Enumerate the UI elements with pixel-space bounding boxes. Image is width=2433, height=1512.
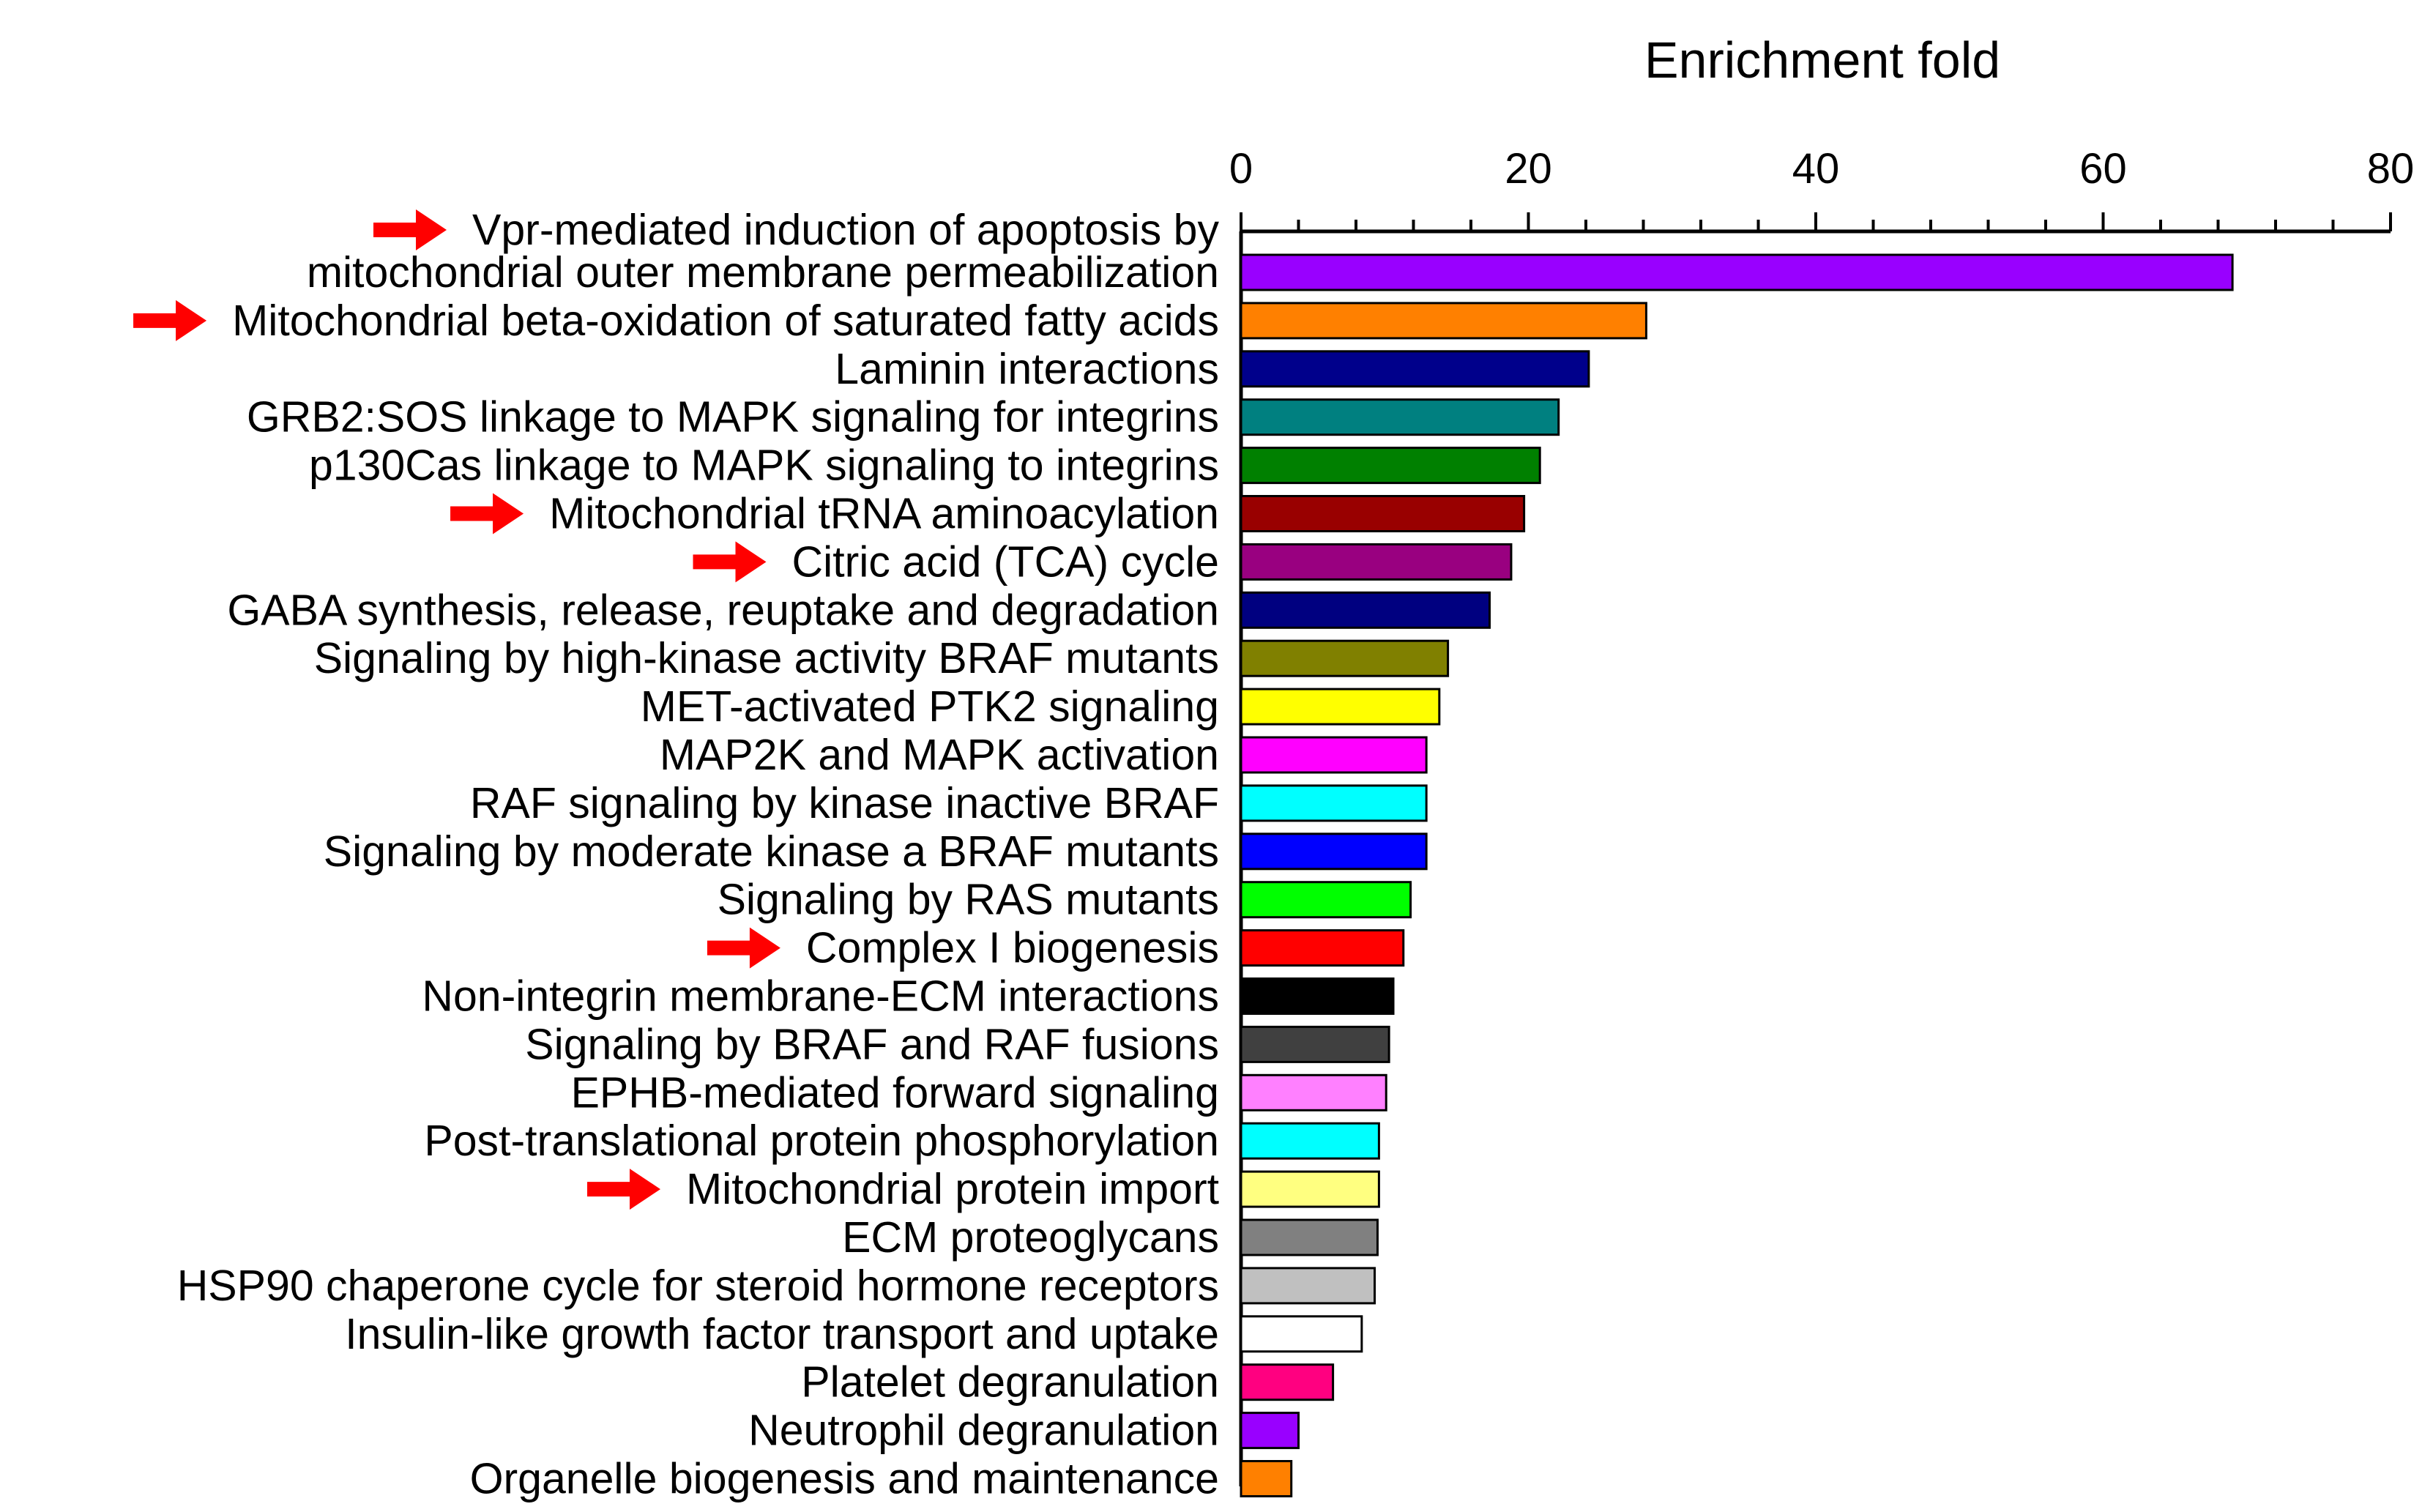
- category-label: GABA synthesis, release, reuptake and de…: [227, 586, 1219, 634]
- category-label: Mitochondrial tRNA aminoacylation: [549, 490, 1219, 538]
- bar: [1240, 591, 1491, 629]
- category-label: mitochondrial outer membrane permeabiliz…: [307, 248, 1219, 297]
- bar: [1240, 253, 2234, 291]
- category-label: p130Cas linkage to MAPK signaling to int…: [309, 442, 1219, 490]
- highlight-arrow-icon: [587, 1169, 660, 1210]
- x-tick-label: 40: [1792, 145, 1840, 193]
- bar: [1240, 447, 1541, 485]
- category-label: Complex I biogenesis: [806, 924, 1219, 972]
- category-label: MAP2K and MAPK activation: [660, 731, 1219, 779]
- category-label: Signaling by high-kinase activity BRAF m…: [314, 634, 1219, 682]
- x-tick-label: 20: [1505, 145, 1552, 193]
- bars: [1240, 253, 2234, 1497]
- category-label: HSP90 chaperone cycle for steroid hormon…: [177, 1262, 1219, 1310]
- bar: [1240, 1025, 1390, 1063]
- bar: [1240, 350, 1590, 388]
- category-label: Mitochondrial beta-oxidation of saturate…: [232, 297, 1219, 345]
- highlight-arrow-icon: [693, 541, 767, 583]
- highlight-arrow-icon: [373, 209, 447, 250]
- bar: [1240, 1073, 1387, 1111]
- bar: [1240, 1412, 1300, 1450]
- bar: [1240, 398, 1560, 436]
- bar: [1240, 639, 1450, 677]
- category-label: Non-integrin membrane-ECM interactions: [422, 972, 1219, 1021]
- bar: [1240, 1170, 1380, 1208]
- category-label: RAF signaling by kinase inactive BRAF: [470, 779, 1219, 827]
- bar: [1240, 543, 1513, 581]
- category-label: Citric acid (TCA) cycle: [792, 537, 1220, 586]
- category-label: Vpr-mediated induction of apoptosis by: [472, 206, 1219, 254]
- bar: [1240, 302, 1647, 340]
- bar: [1240, 1218, 1379, 1256]
- bar: [1240, 977, 1395, 1015]
- category-label: Organelle biogenesis and maintenance: [470, 1455, 1219, 1503]
- highlight-arrow-icon: [133, 299, 207, 341]
- category-label: Signaling by moderate kinase a BRAF muta…: [324, 827, 1219, 876]
- bar: [1240, 736, 1428, 774]
- bar: [1240, 688, 1441, 726]
- category-label: Post-translational protein phosphorylati…: [424, 1117, 1219, 1165]
- category-label: Laminin interactions: [835, 345, 1219, 393]
- bar: [1240, 1460, 1293, 1497]
- x-tick-label: 80: [2367, 145, 2415, 193]
- x-axis-title: Enrichment fold: [1644, 31, 2000, 89]
- bar: [1240, 1267, 1376, 1305]
- category-label: Mitochondrial protein import: [686, 1165, 1219, 1213]
- bar: [1240, 1122, 1380, 1160]
- category-label: Platelet degranulation: [801, 1358, 1219, 1407]
- x-axis: 0 20 40 60 80: [1229, 145, 2414, 1486]
- category-label: EPHB-mediated forward signaling: [571, 1068, 1219, 1117]
- x-tick-label: 60: [2079, 145, 2127, 193]
- category-label: Insulin-like growth factor transport and…: [345, 1310, 1219, 1358]
- category-label: Signaling by RAS mutants: [718, 876, 1219, 924]
- bar: [1240, 833, 1428, 871]
- bar: [1240, 784, 1428, 822]
- bar: [1240, 495, 1526, 532]
- x-tick-label: 0: [1229, 145, 1253, 193]
- bar: [1240, 881, 1412, 919]
- category-label: Neutrophil degranulation: [748, 1407, 1219, 1455]
- highlight-arrows: [133, 209, 780, 1210]
- category-label: GRB2:SOS linkage to MAPK signaling for i…: [247, 393, 1219, 442]
- category-labels: Vpr-mediated induction of apoptosis bymi…: [177, 206, 1220, 1503]
- category-label: MET-activated PTK2 signaling: [641, 682, 1219, 731]
- bar: [1240, 929, 1405, 967]
- bar: [1240, 1363, 1335, 1401]
- highlight-arrow-icon: [707, 927, 780, 969]
- category-label: Signaling by BRAF and RAF fusions: [525, 1020, 1219, 1068]
- highlight-arrow-icon: [450, 493, 524, 535]
- bar: [1240, 1315, 1363, 1353]
- category-label: ECM proteoglycans: [842, 1213, 1219, 1262]
